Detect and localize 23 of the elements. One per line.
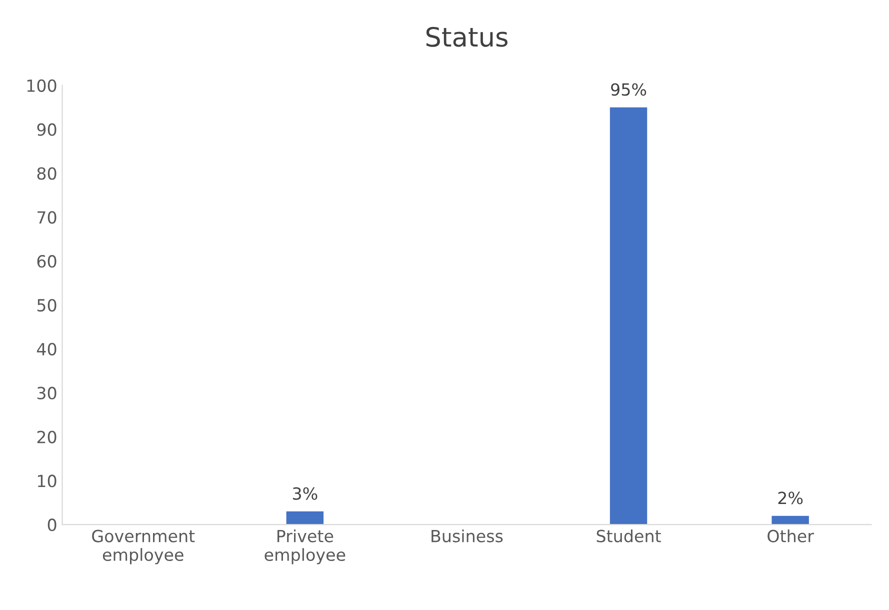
data-label: 95% [611,83,646,96]
y-tick-label: 60 [37,255,56,268]
data-label: 2% [778,492,803,504]
x-tick-label: Other [768,529,814,542]
x-tick-label: Government employee [92,530,195,564]
x-tick-label: Privete employee [264,529,346,564]
y-tick-label: 80 [37,167,56,180]
y-tick-label: 90 [37,123,56,136]
x-tick-label: Student [596,529,661,542]
y-tick-label: 50 [37,298,56,312]
bar [610,107,648,525]
y-tick-label: 20 [37,430,56,444]
chart-title: Status [426,26,508,47]
y-tick-label: 100 [27,79,56,92]
x-tick-label: Business [432,529,503,542]
y-tick-label: 0 [48,518,56,532]
bar [772,516,809,525]
data-label: 3% [292,487,318,500]
y-tick-label: 40 [36,342,56,356]
y-tick-label: 10 [38,474,56,488]
bar [286,511,324,525]
y-tick-label: 70 [38,211,56,224]
y-tick-label: 30 [37,386,56,400]
